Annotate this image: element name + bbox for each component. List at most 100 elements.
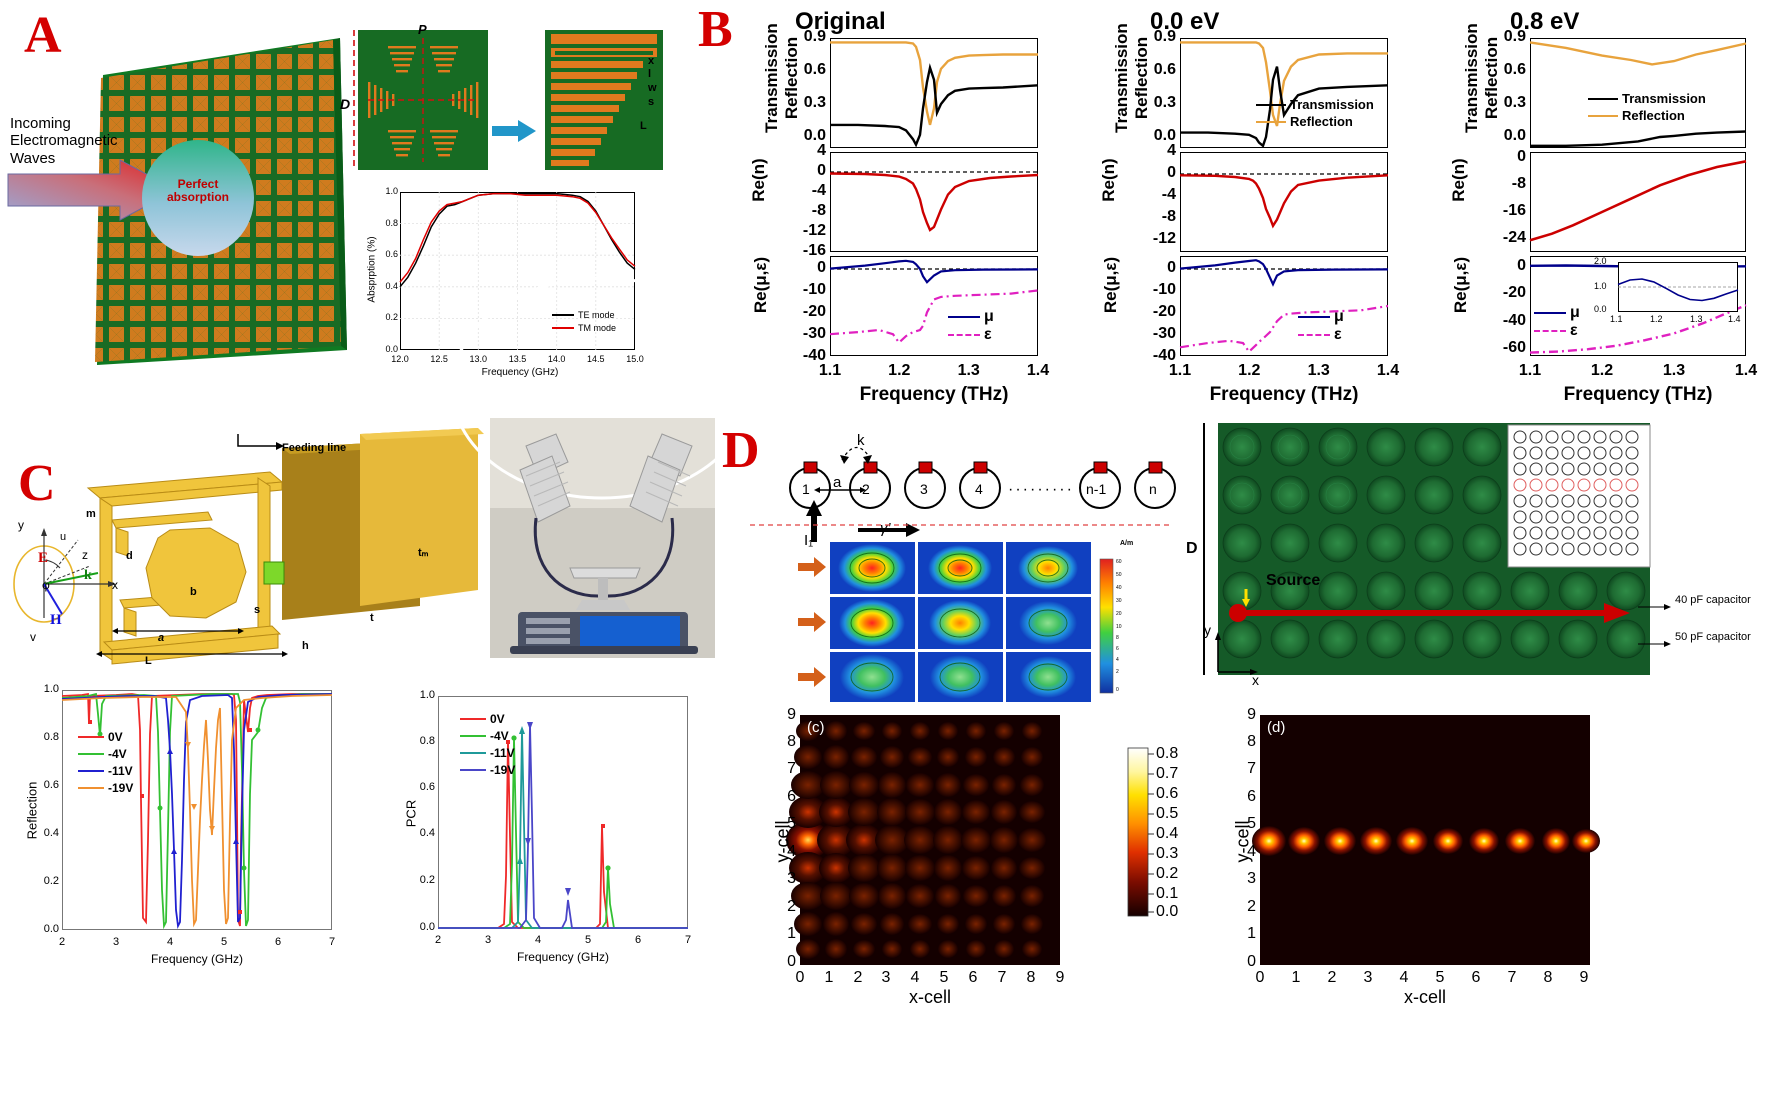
panel-c-pcr-xtick-5: 7 <box>684 934 692 946</box>
panel-c-axis-x: x <box>112 578 118 592</box>
panel-c-feeding-line-label: Feeding line <box>282 442 347 454</box>
panel-d-hd-xtick-8: 8 <box>1543 969 1553 986</box>
panel-b-inset-chart <box>1617 278 1739 302</box>
panel-b-plot-2-2: 0 -20 -40 -60 μ ε <box>1503 256 1757 405</box>
panel-d-separator-dashed <box>750 524 1170 526</box>
panel-b-ytick-1-2-1: -10 <box>1152 281 1176 298</box>
panel-d-hc-xtick-1: 1 <box>824 969 834 986</box>
panel-d-hc-xtick-7: 7 <box>997 969 1007 986</box>
panel-d-heatmap-d-label: (d) <box>1267 719 1286 736</box>
legend-item-refl-11v: -11V <box>78 762 133 779</box>
panel-b-ytick-0-0-2: 0.6 <box>803 61 826 78</box>
panel-b-title-0: Original <box>795 8 886 35</box>
legend-swatch-pcr-11v <box>460 751 486 754</box>
panel-d-hd-ytick-0: 0 <box>1247 953 1256 970</box>
panel-b-xtick-1-0: 1.1 <box>1168 362 1192 379</box>
panel-b-inset-xtick-3: 1.4 <box>1728 314 1741 324</box>
panel-a-zoomed-cell <box>545 30 663 170</box>
svg-text:60: 60 <box>1116 559 1122 565</box>
panel-c-refl-xlabel: Frequency (GHz) <box>150 952 244 966</box>
panel-b-xtick-1-1: 1.2 <box>1238 362 1261 379</box>
panel-b-ytick-0-1-0: 4 <box>817 142 826 159</box>
panel-d-hd-ytick-6: 6 <box>1247 788 1256 805</box>
panel-b-column-00ev: 0.0 eV Transmission Reflection 0.9 0.6 0… <box>1070 0 1400 405</box>
panel-d-hd-xtick-7: 7 <box>1507 969 1517 986</box>
panel-b-chart-2-0 <box>1529 41 1747 148</box>
panel-d: D 1 2 3 4 n-1 n ········· k a I₁ γ' <box>720 400 1771 1102</box>
panel-d-letter: D <box>722 422 760 479</box>
panel-c-refl-xtick-5: 7 <box>328 936 336 948</box>
panel-b-xtick-2-2: 1.3 <box>1662 362 1686 379</box>
panel-b-plot-0-1: 4 0 -4 -8 -12 -16 <box>803 142 1039 259</box>
panel-b-column-08ev: 0.8 eV Transmission Reflection 0.9 0.6 0… <box>1420 0 1765 405</box>
panel-c-refl-ytick-1: 0.2 <box>43 875 59 887</box>
legend-label-tm: TM mode <box>578 322 617 333</box>
panel-d-cb-tick-0: 0.8 <box>1156 745 1179 762</box>
panel-b-ytick-0-1-2: -4 <box>811 182 826 199</box>
panel-d-field-maps <box>830 542 1091 702</box>
panel-a-letter: A <box>24 7 62 64</box>
panel-b-inset-ytick-0: 0.0 <box>1594 304 1607 314</box>
legend-label-mu-2: μ <box>1570 304 1580 321</box>
panel-c-refl-xtick-0: 2 <box>58 936 66 948</box>
panel-a-label-s: s <box>648 96 655 108</box>
svg-text:30: 30 <box>1116 598 1122 604</box>
panel-b-ytick-1-1-0: 4 <box>1167 142 1176 159</box>
panel-a-ytick-1: 0.2 <box>385 312 398 323</box>
panel-c-pcr-ytick-4: 0.8 <box>419 735 435 747</box>
panel-b-chart-1-0 <box>1180 41 1389 148</box>
panel-d-label-I1: I₁ <box>804 532 814 549</box>
panel-c-axis-u: u <box>60 531 67 543</box>
panel-c-axis-v: v <box>30 630 36 644</box>
panel-c-label-a: a <box>158 632 165 644</box>
legend-label-pcr-11v: -11V <box>490 745 515 760</box>
panel-c-coordinate-axes <box>13 528 116 623</box>
panel-a-xtick-3: 13.5 <box>508 354 527 364</box>
legend-swatch-refl-19v <box>78 786 104 789</box>
panel-b-title-1: 0.0 eV <box>1150 8 1220 35</box>
panel-d-xy-axes-icon <box>1215 632 1258 675</box>
panel-c-pcr-ytick-5: 1.0 <box>419 689 435 701</box>
panel-c-pcr-ytick-1: 0.2 <box>419 874 435 886</box>
svg-text:40: 40 <box>1116 585 1122 591</box>
panel-b-ytick-1-0-2: 0.6 <box>1153 61 1176 78</box>
panel-c-pcr-xlabel: Frequency (GHz) <box>516 950 610 964</box>
panel-a-label-L: L <box>640 120 647 132</box>
panel-b-ytick-1-0-1: 0.3 <box>1153 94 1176 111</box>
panel-a-ylabel: Absprption (%) <box>366 236 378 303</box>
panel-d-hc-ytick-5: 5 <box>787 815 796 832</box>
svg-text:1: 1 <box>802 481 810 497</box>
panel-d-hc-ytick-4: 4 <box>787 843 796 860</box>
panel-b-ytick-0-2-2: -20 <box>802 303 826 320</box>
panel-a-xtick-4: 14.0 <box>547 354 566 364</box>
panel-a: A Incoming Electromagnetic Waves <box>0 0 700 400</box>
legend-swatch-transmission-2 <box>1588 97 1618 100</box>
panel-b-ytick-2-1-2: -16 <box>1502 202 1526 219</box>
panel-c-refl-xtick-1: 3 <box>112 936 120 948</box>
cap40-pointer-icon <box>1638 604 1671 610</box>
panel-b-letter: B <box>698 1 733 58</box>
panel-c-refl-ytick-3: 0.6 <box>43 779 59 791</box>
panel-d-hd-ytick-7: 7 <box>1247 760 1256 777</box>
panel-b-ytick-2-1-1: -8 <box>1511 175 1526 192</box>
legend-swatch-refl-11v <box>78 769 104 772</box>
panel-d-heatmap-d-svg <box>1252 715 1600 965</box>
panel-a-xlabel: Frequency (GHz) <box>481 367 559 378</box>
panel-b-ytick-1-2-3: -30 <box>1152 325 1176 342</box>
panel-c-pcr-svg <box>438 722 688 929</box>
legend-label-transmission-2: Transmission <box>1622 91 1706 106</box>
legend-swatch-mu-0 <box>948 316 980 318</box>
panel-d-hd-xtick-2: 2 <box>1327 969 1337 986</box>
svg-text:·········: ········· <box>1008 481 1074 498</box>
panel-a-label-P: P <box>418 22 427 37</box>
legend-label-te: TE mode <box>578 309 615 320</box>
panel-b-ytick-1-1-3: -8 <box>1161 208 1176 225</box>
panel-b-xlabel-0: Frequency (THz) <box>859 384 1009 405</box>
panel-c-refl-legend: 0V -4V -11V -19V <box>78 728 133 796</box>
panel-c-axis-H: H <box>50 612 62 628</box>
panel-d-hd-xtick-6: 6 <box>1471 969 1481 986</box>
panel-b-ytick-0-2-3: -30 <box>802 325 826 342</box>
legend-item-tm: TM mode <box>552 321 616 334</box>
panel-d-hc-xtick-0: 0 <box>795 969 805 986</box>
